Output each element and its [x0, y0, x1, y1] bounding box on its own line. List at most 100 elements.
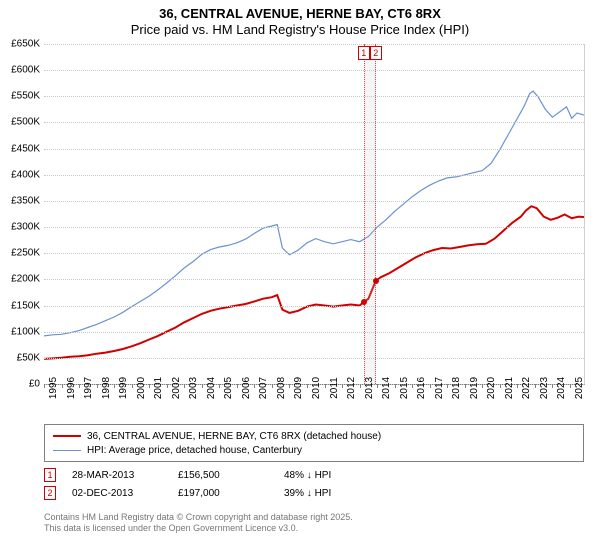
series-line-price_paid	[44, 206, 584, 359]
legend-box: 36, CENTRAL AVENUE, HERNE BAY, CT6 8RX (…	[44, 424, 584, 462]
gridline	[44, 332, 584, 333]
x-tick-mark	[447, 384, 448, 388]
title-subtitle: Price paid vs. HM Land Registry's House …	[0, 22, 600, 38]
x-tick-mark	[465, 384, 466, 388]
gridline	[44, 96, 584, 97]
chart-plot-area: 12	[44, 44, 585, 385]
x-tick-mark	[342, 384, 343, 388]
gridline	[44, 44, 584, 45]
x-tick-label: 2014	[381, 377, 392, 399]
legend-label: HPI: Average price, detached house, Cant…	[87, 445, 302, 456]
gridline	[44, 306, 584, 307]
y-tick-label: £650K	[0, 39, 40, 50]
footer-line-1: Contains HM Land Registry data © Crown c…	[44, 512, 584, 523]
gridline	[44, 149, 584, 150]
x-tick-mark	[219, 384, 220, 388]
x-tick-mark	[552, 384, 553, 388]
x-tick-mark	[167, 384, 168, 388]
sale-date: 02-DEC-2013	[72, 488, 162, 499]
sale-price: £197,000	[178, 488, 268, 499]
x-tick-label: 2010	[311, 377, 322, 399]
legend-label: 36, CENTRAL AVENUE, HERNE BAY, CT6 8RX (…	[87, 431, 381, 442]
x-tick-mark	[184, 384, 185, 388]
gridline	[44, 70, 584, 71]
x-tick-label: 2025	[574, 377, 585, 399]
x-tick-label: 2024	[556, 377, 567, 399]
x-tick-mark	[237, 384, 238, 388]
sale-row: 1 28-MAR-2013 £156,500 48% ↓ HPI	[44, 466, 584, 484]
sale-dot	[373, 278, 379, 284]
y-tick-label: £100K	[0, 326, 40, 337]
x-tick-label: 2000	[136, 377, 147, 399]
x-tick-label: 2009	[293, 377, 304, 399]
x-tick-label: 1998	[101, 377, 112, 399]
x-tick-mark	[132, 384, 133, 388]
y-tick-label: £350K	[0, 195, 40, 206]
x-tick-mark	[62, 384, 63, 388]
x-tick-label: 2007	[258, 377, 269, 399]
x-tick-label: 2019	[469, 377, 480, 399]
y-tick-label: £250K	[0, 248, 40, 259]
gridline	[44, 227, 584, 228]
y-tick-label: £500K	[0, 117, 40, 128]
legend-swatch	[53, 435, 81, 437]
x-tick-mark	[79, 384, 80, 388]
x-tick-mark	[325, 384, 326, 388]
sale-price: £156,500	[178, 470, 268, 481]
sale-marker-band	[364, 44, 376, 384]
y-tick-label: £200K	[0, 274, 40, 285]
gridline	[44, 279, 584, 280]
x-tick-label: 2020	[486, 377, 497, 399]
x-tick-mark	[570, 384, 571, 388]
y-tick-label: £150K	[0, 300, 40, 311]
chart-lines-svg	[44, 44, 584, 384]
sale-marker-number: 2	[44, 486, 56, 500]
y-tick-label: £300K	[0, 222, 40, 233]
gridline	[44, 122, 584, 123]
gridline	[44, 358, 584, 359]
x-tick-label: 2015	[399, 377, 410, 399]
sale-date: 28-MAR-2013	[72, 470, 162, 481]
y-tick-label: £400K	[0, 169, 40, 180]
x-tick-label: 2022	[521, 377, 532, 399]
sale-delta: 39% ↓ HPI	[284, 488, 374, 499]
x-tick-mark	[430, 384, 431, 388]
x-tick-label: 2005	[223, 377, 234, 399]
x-tick-label: 2016	[416, 377, 427, 399]
y-tick-label: £550K	[0, 91, 40, 102]
title-address: 36, CENTRAL AVENUE, HERNE BAY, CT6 8RX	[0, 6, 600, 22]
sale-row: 2 02-DEC-2013 £197,000 39% ↓ HPI	[44, 484, 584, 502]
x-tick-label: 1997	[83, 377, 94, 399]
gridline	[44, 175, 584, 176]
sale-marker-number: 2	[370, 46, 382, 60]
x-tick-label: 2008	[276, 377, 287, 399]
x-tick-label: 1996	[66, 377, 77, 399]
chart-container: 36, CENTRAL AVENUE, HERNE BAY, CT6 8RX P…	[0, 0, 600, 560]
x-tick-mark	[272, 384, 273, 388]
x-tick-label: 2003	[188, 377, 199, 399]
sale-marker-number: 1	[44, 468, 56, 482]
x-tick-mark	[360, 384, 361, 388]
series-line-hpi	[44, 91, 584, 336]
x-tick-mark	[114, 384, 115, 388]
x-tick-mark	[412, 384, 413, 388]
x-tick-mark	[97, 384, 98, 388]
sale-delta: 48% ↓ HPI	[284, 470, 374, 481]
x-tick-mark	[395, 384, 396, 388]
x-tick-label: 2021	[504, 377, 515, 399]
x-tick-mark	[535, 384, 536, 388]
gridline	[44, 201, 584, 202]
x-tick-mark	[500, 384, 501, 388]
x-tick-mark	[44, 384, 45, 388]
x-tick-mark	[517, 384, 518, 388]
y-tick-label: £50K	[0, 352, 40, 363]
legend-row: HPI: Average price, detached house, Cant…	[53, 443, 575, 457]
sale-dot	[361, 299, 367, 305]
sale-marker-number: 1	[358, 46, 370, 60]
x-tick-label: 2017	[434, 377, 445, 399]
x-tick-mark	[202, 384, 203, 388]
x-tick-label: 2013	[364, 377, 375, 399]
legend-swatch	[53, 450, 81, 451]
legend-row: 36, CENTRAL AVENUE, HERNE BAY, CT6 8RX (…	[53, 429, 575, 443]
footer-attribution: Contains HM Land Registry data © Crown c…	[44, 512, 584, 535]
